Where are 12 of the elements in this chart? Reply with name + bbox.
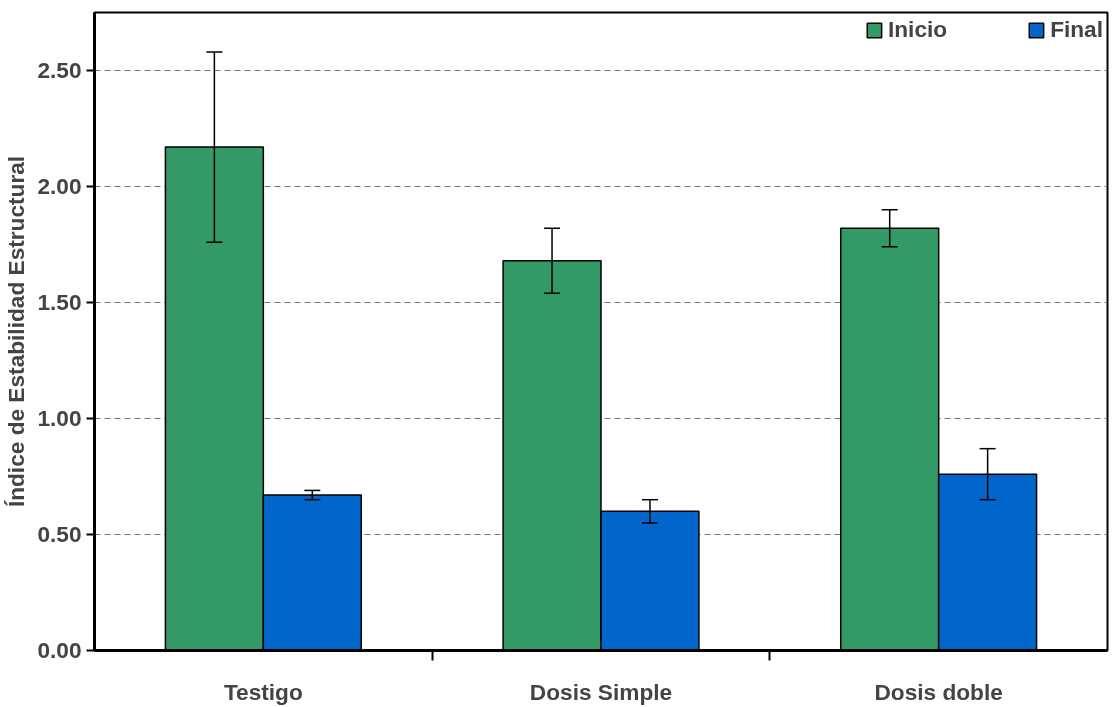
x-tick-label: Dosis doble (874, 678, 1003, 705)
y-tick-label: 1.00 (37, 405, 82, 431)
x-tick-label: Dosis Simple (529, 678, 673, 705)
y-tick-label: 0.50 (37, 521, 82, 547)
y-axis-title: Índice de Estabilidad Estructural (3, 155, 30, 508)
legend-label: Inicio (887, 16, 948, 43)
y-tick-label: 0.00 (37, 637, 82, 663)
y-tick-label: 2.50 (37, 57, 82, 83)
x-tick-label: Testigo (223, 678, 303, 705)
y-tick-label: 2.00 (37, 173, 82, 199)
y-tick-label: 1.50 (37, 289, 82, 315)
legend-label: Final (1050, 16, 1103, 43)
